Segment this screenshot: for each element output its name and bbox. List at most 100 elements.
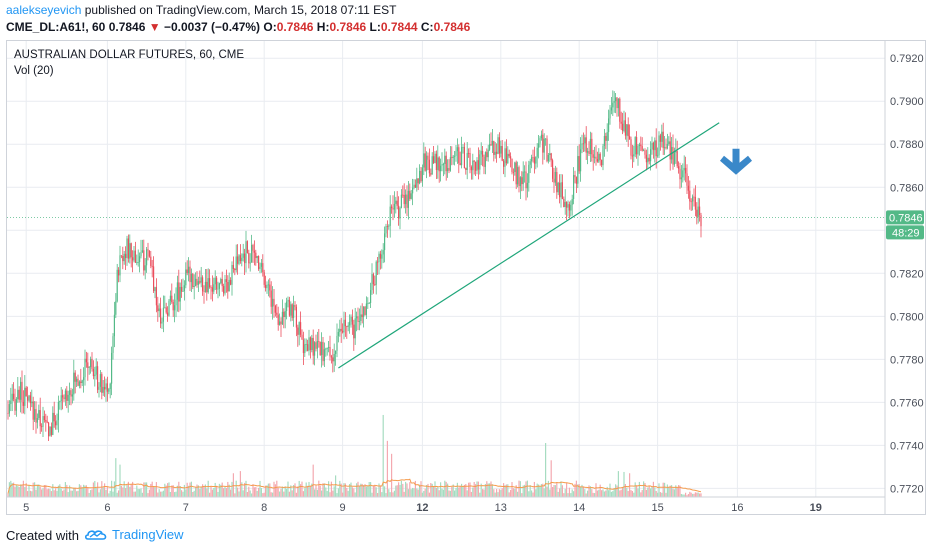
volume-bar (277, 487, 279, 497)
candle-body (322, 341, 324, 362)
candle (99, 370, 101, 393)
candle-body (104, 386, 106, 390)
candle-body (645, 154, 647, 163)
candle (342, 323, 344, 334)
price-tick-label: 0.7880 (890, 139, 924, 151)
low-value: 0.7844 (380, 20, 418, 34)
volume-bar (612, 491, 614, 497)
candle (269, 278, 271, 298)
volume-bar (554, 485, 556, 497)
candle (84, 349, 86, 386)
volume-bar (332, 490, 334, 497)
volume-bar (580, 486, 582, 497)
candle (154, 286, 156, 299)
candle (150, 250, 152, 269)
candle-body (589, 138, 591, 155)
chart-container[interactable]: AUSTRALIAN DOLLAR FUTURES, 60, CME Vol (… (6, 40, 926, 515)
candle-body (636, 137, 638, 155)
down-arrow-icon[interactable] (720, 148, 752, 175)
candle-body (217, 288, 219, 290)
price-tick-label: 0.7900 (890, 96, 924, 108)
candle (273, 288, 275, 318)
candle-body (441, 164, 443, 166)
volume-bar (538, 484, 540, 497)
volume-bar (101, 481, 103, 497)
time-axis[interactable]: 5 6 7 8 9 12 13 14 15 16 19 (23, 502, 822, 514)
volume-bar (73, 487, 75, 497)
candle (153, 256, 155, 294)
candle (119, 245, 121, 283)
volume-bar (455, 488, 457, 497)
author-link[interactable]: aalekseyevich (6, 3, 82, 17)
candle-body (48, 422, 50, 437)
volume-bar (567, 493, 569, 497)
candle-body (582, 143, 584, 145)
volume-bar (336, 493, 338, 497)
volume-bar (641, 490, 643, 497)
price-chart[interactable]: AUSTRALIAN DOLLAR FUTURES, 60, CME Vol (… (6, 40, 926, 515)
candle (126, 235, 128, 266)
candle (386, 220, 388, 238)
candle (402, 185, 404, 198)
volume-bar (416, 488, 418, 497)
candle (622, 112, 624, 135)
candle (441, 152, 443, 172)
candle (654, 137, 656, 163)
candle-body (672, 147, 674, 165)
candle (165, 302, 167, 315)
volume-bar (599, 484, 601, 497)
candle (484, 151, 486, 175)
candle (113, 301, 115, 348)
candle-body (83, 377, 85, 381)
candle-body (580, 149, 582, 172)
candle (587, 147, 589, 165)
volume-bar (280, 488, 282, 497)
candle-body (416, 178, 418, 188)
volume-bar (615, 484, 617, 497)
candle (8, 400, 10, 417)
candle-body (610, 107, 612, 111)
candle-body (223, 286, 225, 294)
candle (617, 98, 619, 117)
volume-bar (582, 486, 584, 497)
candle (182, 278, 184, 292)
candle (318, 328, 320, 348)
candle-body (669, 141, 671, 160)
volume-bar (412, 487, 414, 497)
tradingview-logo[interactable]: TradingView (84, 527, 184, 542)
candle-body (531, 157, 533, 162)
volume-bar (647, 487, 649, 497)
trend-line[interactable] (338, 122, 720, 369)
candle-body (486, 152, 488, 158)
volume-bar (592, 492, 594, 497)
volume-bar (613, 488, 615, 497)
candle (364, 305, 366, 316)
candle (361, 303, 363, 324)
price-axis[interactable]: 0.79200.79000.78800.78600.78400.78200.78… (890, 53, 924, 495)
candle (190, 268, 192, 293)
volume-bar (36, 484, 38, 497)
volume-bar (610, 491, 612, 497)
volume-bar (539, 486, 541, 497)
candle (148, 250, 150, 258)
volume-bar (371, 492, 373, 497)
current-price-text: 0.7846 (889, 212, 923, 224)
candle (601, 159, 603, 168)
candle (206, 269, 208, 301)
volume-bar (634, 482, 636, 497)
candle (504, 141, 506, 178)
volume-bar (171, 485, 173, 497)
volume-bar (14, 486, 16, 497)
candle (448, 159, 450, 174)
candle-body (300, 322, 302, 335)
volume-bar (56, 490, 58, 497)
candle-body (619, 98, 621, 122)
volume-bar (633, 492, 635, 497)
volume-bar (386, 440, 388, 497)
candle (223, 283, 225, 297)
candle (295, 304, 297, 337)
candle (676, 140, 678, 169)
candle-body (440, 165, 442, 172)
volume-bar (518, 480, 520, 497)
volume-bar (452, 484, 454, 497)
